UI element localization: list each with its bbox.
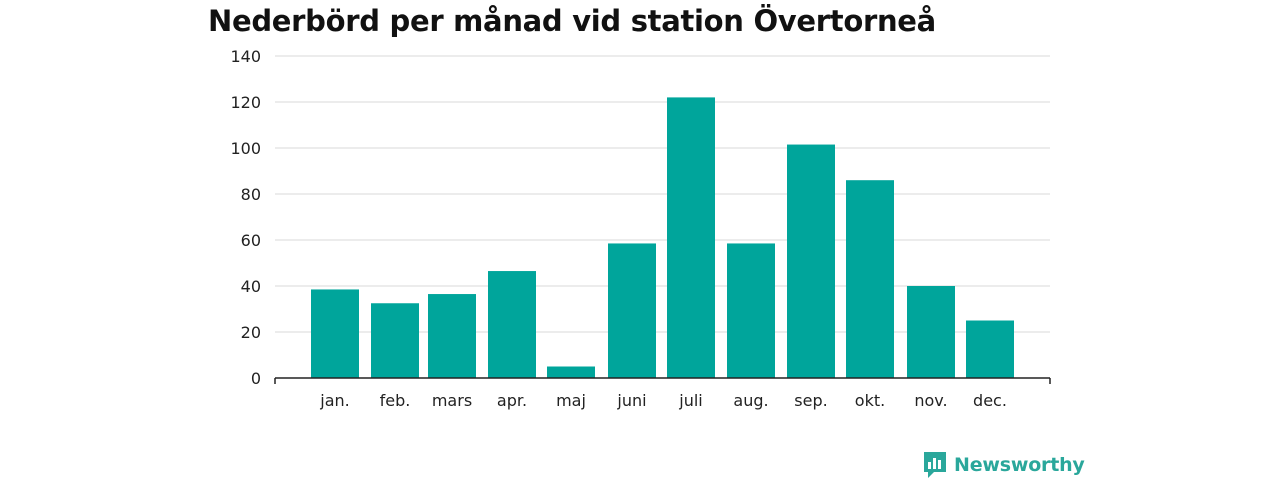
x-tick-label: mars (432, 391, 472, 410)
bar (488, 271, 536, 378)
x-tick-label: maj (556, 391, 586, 410)
bar (311, 289, 359, 378)
x-tick-label: dec. (973, 391, 1007, 410)
x-axis (274, 377, 1051, 384)
y-tick-label: 20 (241, 323, 261, 342)
y-tick-label: 0 (251, 369, 261, 388)
x-tick-label: okt. (855, 391, 885, 410)
x-tick-label: feb. (380, 391, 411, 410)
bar (608, 243, 656, 378)
bar (787, 144, 835, 378)
x-tick-label: aug. (733, 391, 768, 410)
newsworthy-logo-icon (924, 452, 946, 478)
x-tick-label: jan. (319, 391, 349, 410)
bars (311, 97, 1014, 379)
bar (846, 180, 894, 378)
x-tick-labels: jan. feb. mars apr. maj juni juli aug. sep. okt. n… (319, 391, 1007, 410)
x-tick-label: nov. (914, 391, 947, 410)
x-tick-label: juni (616, 391, 646, 410)
x-tick-label: juli (678, 391, 702, 410)
x-tick-label: apr. (497, 391, 527, 410)
y-tick-label: 60 (241, 231, 261, 250)
bar (966, 320, 1014, 378)
x-tick-label: sep. (794, 391, 827, 410)
brand-logo: Newsworthy (922, 450, 1085, 480)
y-tick-label: 80 (241, 185, 261, 204)
y-tick-labels: 0 20 40 60 80 100 120 140 (230, 47, 261, 388)
chart-title: Nederbörd per månad vid station Övertorn… (208, 4, 936, 38)
bar (547, 366, 595, 378)
bar (428, 294, 476, 378)
y-tick-label: 100 (230, 139, 261, 158)
y-tick-label: 40 (241, 277, 261, 296)
brand-name: Newsworthy (954, 454, 1085, 476)
y-tick-label: 120 (230, 93, 261, 112)
bar (371, 303, 419, 378)
bar (907, 286, 955, 378)
y-tick-label: 140 (230, 47, 261, 66)
bar (727, 243, 775, 378)
bar (667, 97, 715, 379)
